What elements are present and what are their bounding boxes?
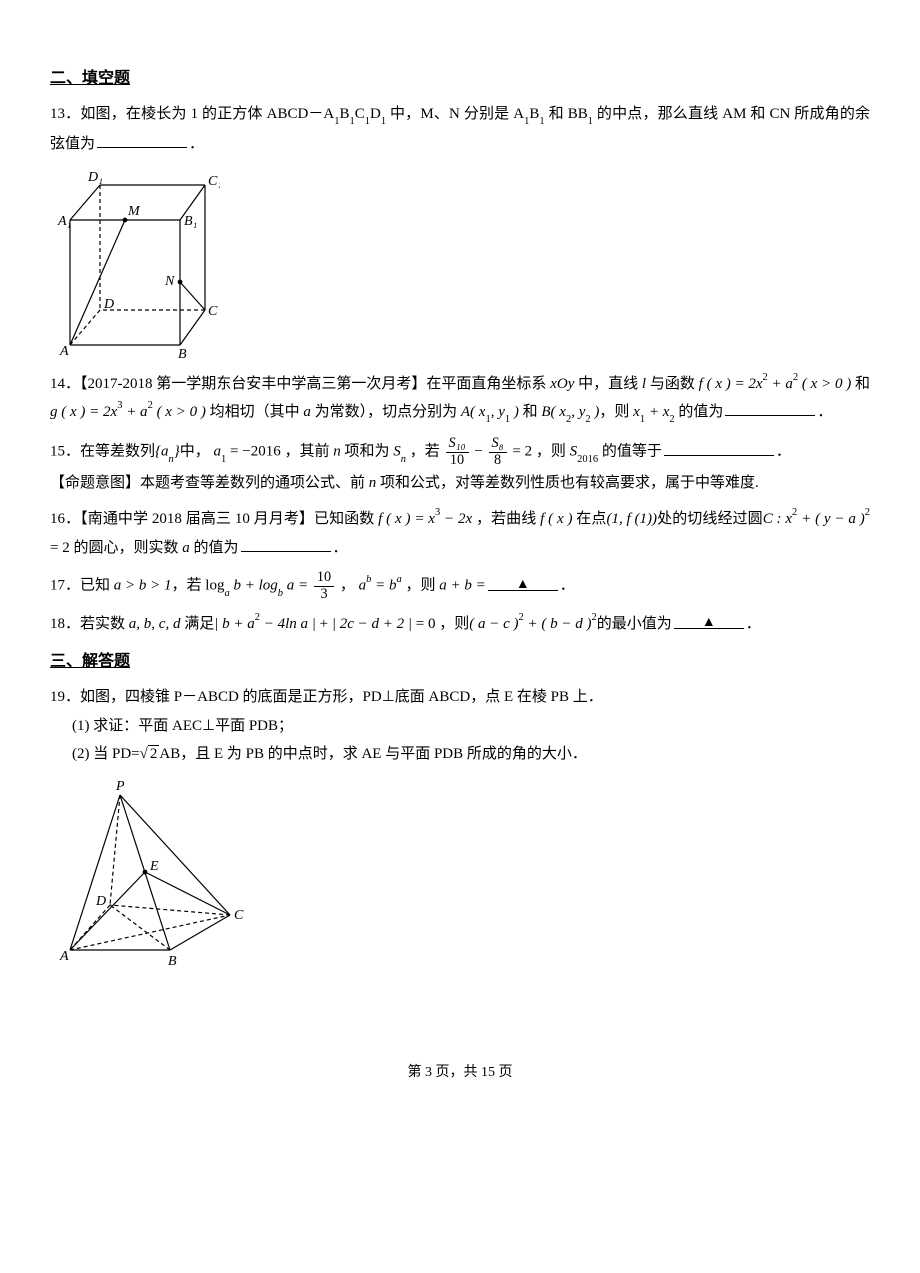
q16-blank [241, 536, 331, 552]
q13-text: 13．如图，在棱长为 1 的正方体 ABCD－A1B1C1D1 中，M、N 分别… [50, 100, 870, 158]
section-fill-blank: 二、填空题 [50, 64, 870, 94]
q19-num: 19． [50, 689, 80, 705]
section-solve: 三、解答题 [50, 647, 870, 677]
question-13: 13．如图，在棱长为 1 的正方体 ABCD－A1B1C1D1 中，M、N 分别… [50, 100, 870, 359]
q18-num: 18． [50, 616, 80, 632]
label-D: D [103, 297, 114, 312]
label-B1: B₁ [184, 214, 197, 229]
q19-part2: (2) 当 PD=√2AB，且 E 为 PB 的中点时，求 AE 与平面 PDB… [50, 740, 870, 769]
q17-frac: 103 [314, 570, 334, 602]
label-D: D [95, 894, 106, 909]
q17-num: 17． [50, 578, 80, 594]
q19-diagram: P A B C D E [50, 775, 870, 970]
q13-diagram: A₁ B₁ C₁ D₁ A B C D M N [50, 165, 870, 360]
q14-num: 14． [50, 376, 80, 392]
question-18: 18．若实数 a, b, c, d 满足| b + a2 − 4ln a | +… [50, 610, 870, 639]
label-P: P [115, 779, 125, 794]
label-C1: C₁ [208, 174, 220, 189]
label-E: E [149, 859, 159, 874]
q19-text: 19．如图，四棱锥 P－ABCD 的底面是正方形，PD⊥底面 ABCD，点 E … [50, 683, 870, 712]
q18-text: 18．若实数 a, b, c, d 满足| b + a2 − 4ln a | +… [50, 610, 870, 639]
question-16: 16．【南通中学 2018 届高三 10 月月考】已知函数 f ( x ) = … [50, 505, 870, 562]
label-A: A [59, 949, 69, 964]
question-19: 19．如图，四棱锥 P－ABCD 的底面是正方形，PD⊥底面 ABCD，点 E … [50, 683, 870, 970]
q16-text: 16．【南通中学 2018 届高三 10 月月考】已知函数 f ( x ) = … [50, 505, 870, 562]
label-A: A [59, 344, 69, 359]
q15-blank [664, 440, 774, 456]
question-14: 14．【2017-2018 第一学期东台安丰中学高三第一次月考】在平面直角坐标系… [50, 370, 870, 428]
question-17: 17．已知 a > b > 1，若 loga b + logb a = 103 … [50, 570, 870, 602]
question-15: 15．在等差数列{an}中， a1 = −2016 ，其前 n 项和为 Sn ，… [50, 436, 870, 497]
q13-num: 13． [50, 106, 80, 122]
q15-frac2: S₈8 [489, 436, 507, 468]
page-footer: 第 3 页，共 15 页 [50, 1060, 870, 1087]
q14-blank [725, 400, 815, 416]
q15-frac1: S₁₀10 [446, 436, 469, 468]
sqrt-icon: √2 [140, 740, 160, 769]
q18-blank [674, 610, 744, 629]
label-B: B [168, 954, 177, 969]
q15-intent: 【命题意图】本题考查等差数列的通项公式、前 n 项和公式，对等差数列性质也有较高… [50, 469, 870, 498]
q17-text: 17．已知 a > b > 1，若 loga b + logb a = 103 … [50, 570, 870, 602]
q15-num: 15． [50, 444, 80, 460]
q17-blank [488, 572, 558, 591]
label-N: N [164, 274, 175, 289]
q15-text: 15．在等差数列{an}中， a1 = −2016 ，其前 n 项和为 Sn ，… [50, 436, 870, 468]
label-B: B [178, 347, 187, 360]
label-C: C [234, 908, 244, 923]
q16-num: 16． [50, 511, 80, 527]
q13-blank [97, 132, 187, 148]
label-M: M [127, 204, 141, 219]
label-D1: D₁ [87, 170, 103, 185]
q14-text: 14．【2017-2018 第一学期东台安丰中学高三第一次月考】在平面直角坐标系… [50, 370, 870, 428]
label-A1: A₁ [57, 214, 71, 229]
q19-part1: (1) 求证：平面 AEC⊥平面 PDB； [50, 712, 870, 741]
label-C: C [208, 304, 218, 319]
